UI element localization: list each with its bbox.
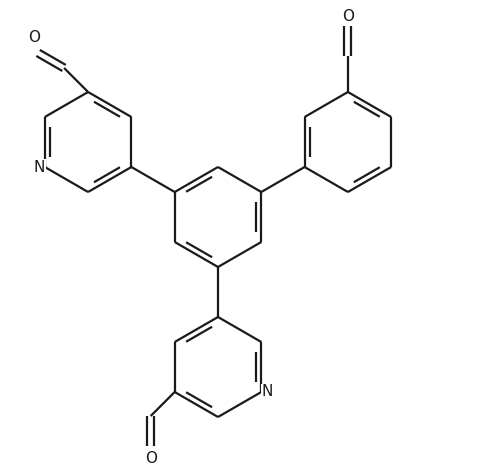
- Text: N: N: [33, 160, 45, 175]
- Text: O: O: [145, 451, 157, 466]
- Text: O: O: [342, 9, 354, 24]
- Text: O: O: [28, 30, 40, 45]
- Text: N: N: [261, 385, 273, 399]
